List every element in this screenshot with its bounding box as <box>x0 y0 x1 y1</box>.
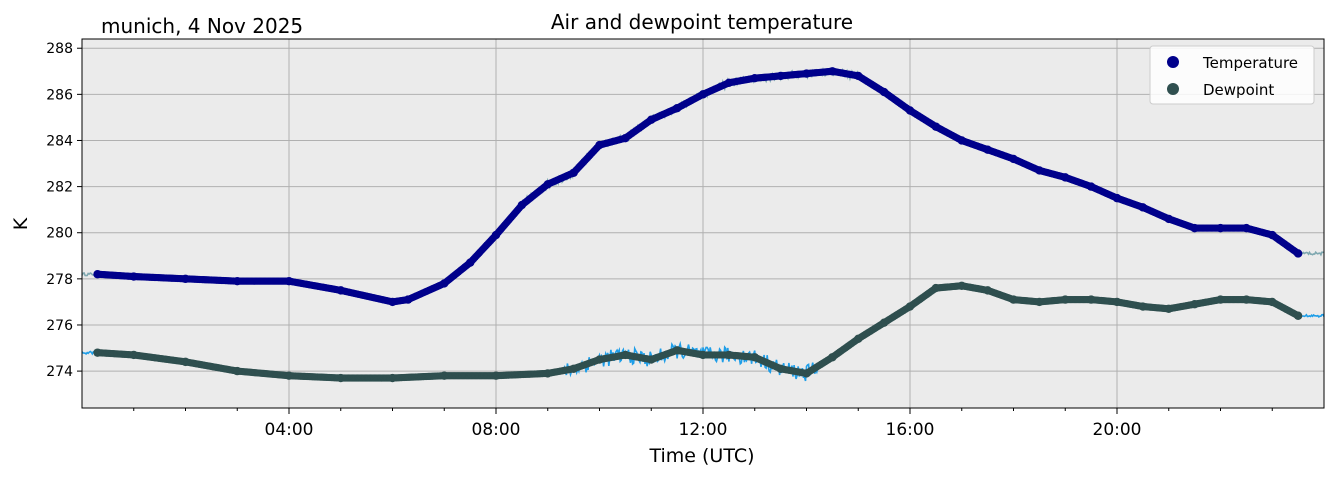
x-tick-label: 04:00 <box>265 420 314 440</box>
marker-dewpoint <box>1294 312 1302 320</box>
x-axis-label: Time (UTC) <box>648 445 754 467</box>
y-tick-label: 278 <box>46 272 73 288</box>
marker-series-layer <box>93 67 1303 383</box>
x-tick-label: 08:00 <box>472 420 521 440</box>
legend-box <box>1149 45 1315 105</box>
y-tick-label: 274 <box>46 364 73 380</box>
legend-label-temperature: Temperature <box>1202 54 1298 72</box>
y-axis-label: K <box>10 217 32 230</box>
y-tick-label: 286 <box>46 87 73 103</box>
legend-marker-temperature <box>1167 56 1179 68</box>
y-tick-label: 280 <box>46 226 73 242</box>
y-tick-label: 284 <box>46 133 73 149</box>
x-tick-label: 20:00 <box>1093 420 1142 440</box>
axis-ticks: 274 276 278 280 282 284 286 288 04:00 08:00 12:00 1… <box>46 41 1273 440</box>
x-tick-label: 12:00 <box>679 420 728 440</box>
x-tick-label: 16:00 <box>886 420 935 440</box>
location-date-label: munich, 4 Nov 2025 <box>101 14 303 38</box>
legend: Temperature Dewpoint <box>1149 45 1315 105</box>
y-tick-label: 276 <box>46 318 73 334</box>
legend-marker-dewpoint <box>1167 83 1179 95</box>
chart-title: Air and dewpoint temperature <box>551 10 853 34</box>
y-tick-label: 282 <box>46 180 73 196</box>
legend-label-dewpoint: Dewpoint <box>1203 81 1274 99</box>
y-tick-label: 288 <box>46 41 73 57</box>
marker-temperature <box>1294 249 1302 258</box>
